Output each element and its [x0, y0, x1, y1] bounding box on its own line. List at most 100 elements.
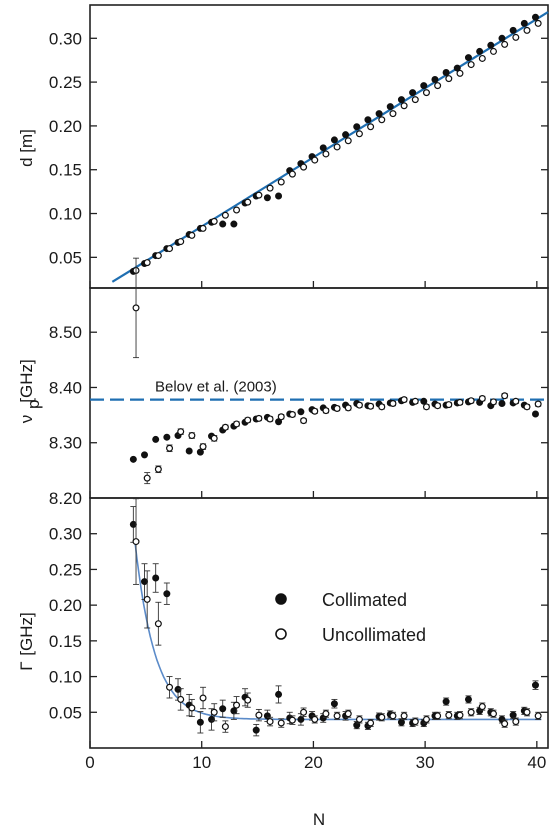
- y-axis-symbol: Γ: [17, 661, 36, 670]
- y-tick-label: 8.50: [49, 323, 82, 342]
- point-uncollimated: [489, 710, 497, 718]
- fit-line: [111, 11, 549, 283]
- point-collimated: [453, 64, 461, 72]
- point-uncollimated: [300, 417, 308, 425]
- point-uncollimated: [489, 398, 497, 406]
- legend-label: Collimated: [322, 590, 407, 610]
- panel-middle: 8.30 8.40 8.50 Belov et al. (2003): [49, 257, 549, 499]
- x-tick-label: 40: [527, 753, 546, 772]
- point-uncollimated: [378, 116, 386, 124]
- point-uncollimated: [378, 713, 386, 721]
- y-tick-label: 8.30: [49, 434, 82, 453]
- point-collimated: [342, 131, 350, 139]
- point-collimated: [531, 681, 539, 689]
- y-axis-label-bottom: Γ [GHz]: [17, 612, 36, 670]
- x-axis-label: N: [313, 810, 325, 829]
- point-uncollimated: [277, 719, 285, 727]
- point-uncollimated: [489, 47, 497, 55]
- point-uncollimated: [154, 465, 162, 473]
- legend-marker: [275, 628, 287, 640]
- point-uncollimated: [355, 130, 363, 138]
- point-uncollimated: [255, 711, 263, 719]
- point-uncollimated: [422, 403, 430, 411]
- point-uncollimated: [132, 304, 140, 312]
- point-collimated: [275, 690, 283, 698]
- point-uncollimated: [478, 395, 486, 403]
- point-uncollimated: [400, 396, 408, 404]
- point-uncollimated: [177, 695, 185, 703]
- point-uncollimated: [210, 217, 218, 225]
- point-uncollimated: [367, 719, 375, 727]
- point-uncollimated: [512, 718, 520, 726]
- point-collimated: [185, 447, 193, 455]
- point-collimated: [263, 712, 271, 720]
- point-uncollimated: [311, 715, 319, 723]
- y-axis-label-top: d [m]: [17, 129, 36, 167]
- point-uncollimated: [233, 701, 241, 709]
- point-uncollimated: [344, 404, 352, 412]
- y-tick-label: 0.05: [49, 248, 82, 267]
- point-collimated: [397, 96, 405, 104]
- point-uncollimated: [344, 710, 352, 718]
- point-collimated: [498, 400, 506, 408]
- point-collimated: [442, 698, 450, 706]
- y-tick-label: 0.05: [49, 703, 82, 722]
- point-uncollimated: [288, 411, 296, 419]
- point-uncollimated: [266, 415, 274, 423]
- point-uncollimated: [434, 402, 442, 410]
- point-collimated: [129, 520, 137, 528]
- point-uncollimated: [523, 26, 531, 34]
- point-uncollimated: [445, 75, 453, 83]
- point-collimated: [141, 578, 149, 586]
- point-collimated: [531, 13, 539, 21]
- point-uncollimated: [233, 420, 241, 428]
- point-uncollimated: [333, 404, 341, 412]
- point-collimated: [487, 41, 495, 49]
- y-axis-label-middle: νp[GHz]: [17, 359, 43, 423]
- point-collimated: [420, 82, 428, 90]
- point-uncollimated: [221, 423, 229, 431]
- point-uncollimated: [277, 178, 285, 186]
- point-uncollimated: [143, 595, 151, 603]
- y-tick-label: 8.40: [49, 378, 82, 397]
- point-collimated: [464, 695, 472, 703]
- point-collimated: [252, 726, 260, 734]
- point-uncollimated: [255, 414, 263, 422]
- point-collimated: [174, 685, 182, 693]
- point-collimated: [152, 574, 160, 582]
- point-uncollimated: [478, 54, 486, 62]
- point-collimated: [230, 707, 238, 715]
- panel-top: 0.05 0.10 0.15 0.20 0.25 0.30: [49, 4, 549, 289]
- point-uncollimated: [344, 137, 352, 145]
- point-collimated: [163, 590, 171, 598]
- point-uncollimated: [523, 403, 531, 411]
- point-uncollimated: [233, 206, 241, 214]
- point-uncollimated: [177, 238, 185, 246]
- point-collimated: [464, 54, 472, 62]
- point-collimated: [263, 194, 271, 202]
- point-uncollimated: [166, 444, 174, 452]
- point-collimated: [141, 451, 149, 459]
- point-uncollimated: [411, 96, 419, 104]
- point-uncollimated: [199, 694, 207, 702]
- point-uncollimated: [378, 403, 386, 411]
- point-uncollimated: [132, 538, 140, 546]
- point-uncollimated: [288, 170, 296, 178]
- point-uncollimated: [143, 474, 151, 482]
- point-uncollimated: [322, 407, 330, 415]
- point-uncollimated: [244, 696, 252, 704]
- point-collimated: [431, 75, 439, 83]
- point-uncollimated: [422, 715, 430, 723]
- point-uncollimated: [367, 123, 375, 131]
- point-uncollimated: [367, 402, 375, 410]
- reference-label: Belov et al. (2003): [155, 379, 277, 396]
- point-collimated: [129, 455, 137, 463]
- y-tick-label: 0.30: [49, 525, 82, 544]
- point-uncollimated: [288, 716, 296, 724]
- point-uncollimated: [400, 102, 408, 110]
- y-tick-label: 0.30: [49, 29, 82, 48]
- point-collimated: [353, 123, 361, 131]
- x-tick-label: 10: [192, 753, 211, 772]
- point-uncollimated: [523, 708, 531, 716]
